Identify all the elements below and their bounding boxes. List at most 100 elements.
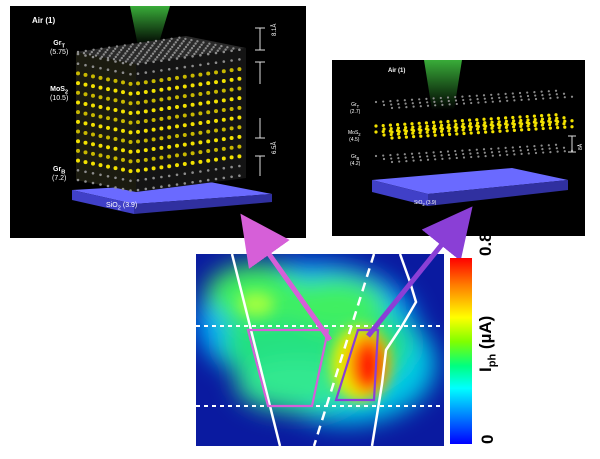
carbon-atom [214, 109, 218, 114]
carbon-atom [167, 96, 172, 101]
carbon-atom [439, 96, 442, 100]
carbon-atom [198, 111, 203, 116]
sulfur-atom [98, 163, 103, 168]
carbon-atom [76, 71, 80, 76]
carbon-atom [114, 176, 117, 180]
carbon-atom [432, 151, 435, 154]
carbon-atom [455, 102, 458, 106]
carbon-atom [526, 148, 530, 152]
carbon-atom [118, 51, 121, 54]
substrate-top [372, 168, 568, 194]
carbon-atom [434, 104, 437, 107]
carbon-atom [462, 156, 466, 159]
sulfur-atom [76, 158, 80, 163]
carbon-atom [106, 135, 110, 140]
carbon-atom [160, 59, 163, 62]
carbon-atom [131, 43, 134, 46]
carbon-atom [116, 53, 119, 56]
carbon-atom [181, 50, 184, 53]
carbon-atom [195, 50, 198, 53]
carbon-atom [498, 96, 501, 99]
carbon-atom [426, 155, 429, 158]
carbon-atom [108, 46, 111, 49]
sulfur-atom [504, 116, 508, 120]
substrate-side [428, 180, 568, 206]
carbon-atom [76, 148, 80, 153]
carbon-atom [179, 52, 182, 56]
carbon-atom [147, 49, 150, 52]
sulfur-atom [462, 131, 466, 136]
carbon-atom [175, 66, 179, 70]
carbon-atom [382, 157, 386, 161]
sulfur-atom [143, 89, 148, 94]
carbon-atom [106, 96, 110, 101]
sulfur-atom [76, 81, 80, 86]
carbon-atom [185, 53, 188, 57]
carbon-atom [100, 55, 104, 58]
carbon-atom [91, 113, 95, 118]
sulfur-atom [167, 144, 172, 149]
carbon-atom [146, 59, 149, 62]
carbon-atom [237, 105, 242, 110]
carbon-atom [142, 55, 145, 59]
carbon-atom [511, 146, 514, 149]
carbon-atom [129, 179, 132, 183]
carbon-atom [99, 66, 102, 70]
carbon-atom [232, 47, 235, 50]
sulfur-atom [167, 106, 172, 111]
sulfur-atom [555, 122, 559, 126]
carbon-atom [540, 90, 543, 93]
carbon-atom [138, 60, 141, 63]
carbon-atom [98, 95, 103, 100]
colorbar-max-label: 0.8 [476, 232, 495, 256]
sulfur-atom [404, 135, 408, 139]
carbon-atom [175, 134, 179, 139]
carbon-atom [147, 40, 150, 44]
carbon-atom [190, 73, 195, 78]
carbon-atom [112, 58, 116, 61]
colorbar-title: Iph (µA) [476, 315, 499, 372]
carbon-atom [76, 110, 80, 115]
sulfur-atom [113, 127, 118, 132]
carbon-atom [390, 106, 394, 110]
sulfur-atom [159, 126, 164, 131]
sulfur-atom [483, 121, 487, 125]
carbon-atom [446, 96, 450, 99]
sulfur-atom [410, 122, 414, 126]
carbon-atom [425, 151, 428, 154]
sulfur-atom [520, 128, 524, 132]
sulfur-atom [374, 130, 378, 134]
carbon-atom [90, 50, 94, 54]
carbon-atom [169, 56, 173, 59]
sulfur-atom [512, 125, 516, 129]
carbon-atom [206, 62, 210, 66]
flake-edge-left [230, 254, 282, 446]
carbon-atom [475, 94, 478, 97]
sulfur-atom [440, 133, 444, 137]
carbon-atom [136, 54, 139, 58]
carbon-atom [555, 147, 558, 150]
sulfur-atom [83, 121, 88, 126]
carbon-atom [76, 178, 80, 182]
sulfur-atom [496, 116, 500, 120]
sulfur-atom [206, 119, 211, 124]
top-graphene-label: GrT (5.75) [50, 40, 69, 57]
carbon-atom [152, 60, 155, 64]
carbon-atom [106, 77, 110, 82]
carbon-atom [469, 152, 472, 155]
carbon-atom [175, 153, 179, 158]
sulfur-atom [206, 100, 211, 105]
carbon-atom [563, 96, 566, 99]
carbon-atom [230, 175, 233, 179]
carbon-atom [124, 52, 127, 55]
sulfur-atom [476, 131, 480, 135]
substrate-front [72, 190, 134, 214]
sulfur-atom [439, 120, 443, 124]
carbon-atom [199, 170, 202, 173]
carbon-atom [128, 81, 133, 86]
carbon-atom [441, 103, 444, 106]
carbon-atom [396, 99, 399, 102]
sulfur-atom [151, 88, 156, 93]
sulfur-atom [417, 121, 421, 125]
carbon-atom [143, 80, 148, 85]
